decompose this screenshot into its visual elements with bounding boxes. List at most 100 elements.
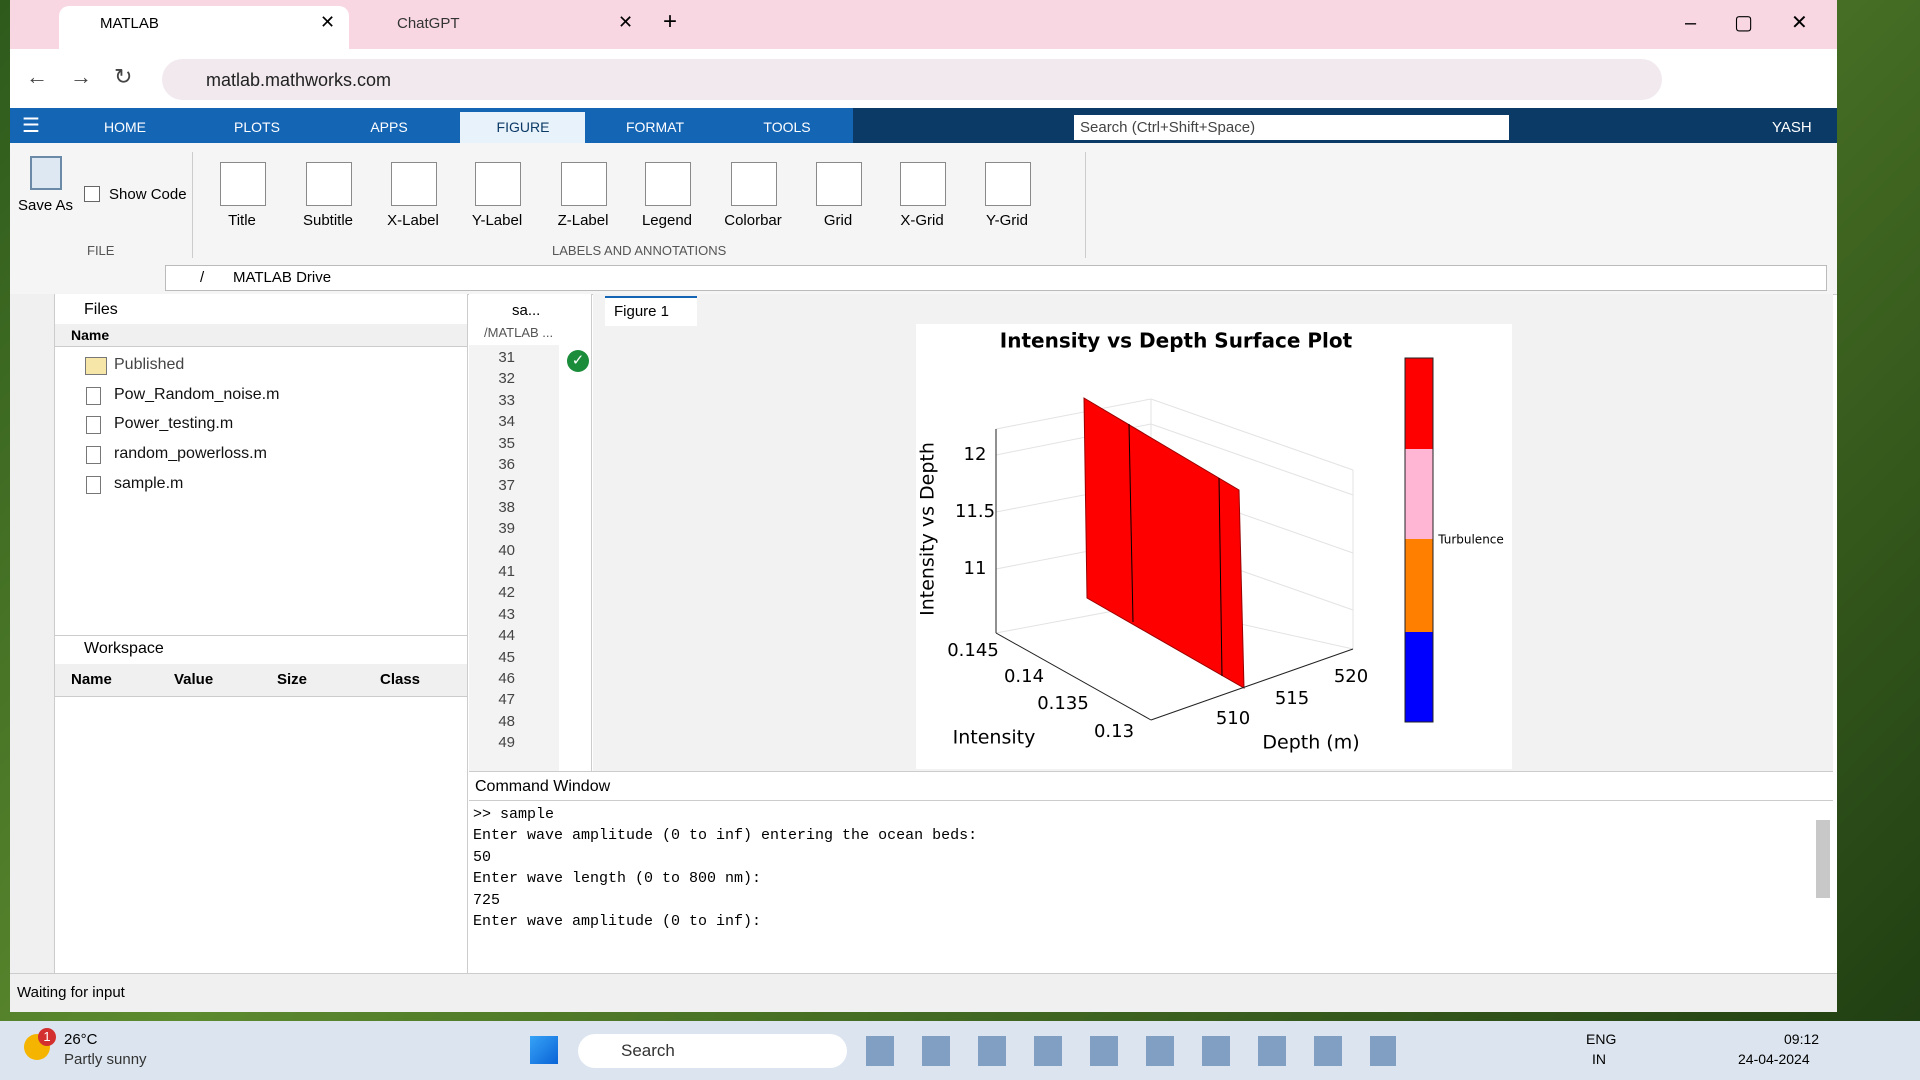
ribbon-button[interactable]: Title [228, 212, 256, 229]
save-icon[interactable] [30, 156, 62, 190]
ribbon-icon[interactable] [475, 162, 521, 206]
toolstrip-tab[interactable]: FIGURE [496, 119, 550, 135]
clock-time[interactable]: 09:12 [1784, 1031, 1820, 1047]
workspace-column[interactable]: Class [380, 671, 421, 688]
file-item[interactable]: Pow_Random_noise.m [114, 385, 280, 403]
file-item[interactable]: Published [114, 356, 185, 373]
path-field[interactable] [165, 265, 1827, 291]
column-header [55, 664, 467, 697]
path-folder[interactable]: MATLAB Drive [233, 269, 332, 286]
status-bar [10, 973, 1837, 1012]
status-text: Waiting for input [17, 984, 125, 1001]
colorbar-segment [1405, 539, 1433, 632]
x-axis-label: Intensity [953, 727, 1036, 749]
ribbon-icon[interactable] [816, 162, 862, 206]
figure-tab-title[interactable]: Figure 1 [614, 303, 670, 320]
address-bar[interactable] [162, 59, 1662, 100]
ribbon-button[interactable]: Grid [823, 212, 853, 229]
file-icon[interactable] [86, 416, 101, 435]
tab-close[interactable]: ✕ [320, 12, 336, 32]
ribbon-icon[interactable] [561, 162, 607, 206]
ribbon-icon[interactable] [306, 162, 352, 206]
workspace-column[interactable]: Size [277, 671, 308, 688]
clock-date[interactable]: 24-04-2024 [1738, 1051, 1810, 1067]
scrollbar[interactable] [1816, 820, 1830, 898]
workspace-column[interactable]: Value [174, 671, 214, 688]
tab-title[interactable]: ChatGPT [397, 15, 460, 32]
ribbon-button[interactable]: Y-Label [471, 212, 523, 229]
toolstrip-tab[interactable]: TOOLS [763, 119, 811, 135]
ribbon-icon[interactable] [391, 162, 437, 206]
checkbox[interactable] [84, 186, 100, 202]
column-header[interactable] [55, 324, 467, 347]
menu-icon[interactable]: ☰ [22, 115, 40, 137]
new-tab[interactable]: + [663, 8, 678, 35]
file-item[interactable]: sample.m [114, 474, 184, 492]
colorbar-label: Turbulence [1437, 533, 1504, 547]
ribbon-button[interactable]: Colorbar [724, 212, 782, 229]
start-button[interactable] [530, 1036, 558, 1064]
ribbon-button[interactable]: Z-Label [557, 212, 609, 229]
file-item[interactable]: Power_testing.m [114, 415, 234, 433]
workspace-column[interactable]: Name [71, 671, 112, 688]
save-as[interactable]: Save As [18, 197, 74, 214]
active-tab[interactable] [460, 112, 585, 143]
search-label[interactable]: Search [621, 1041, 675, 1060]
tab-title[interactable]: MATLAB [100, 15, 159, 32]
line-number: 34 [498, 413, 515, 431]
temperature[interactable]: 26°C [64, 1031, 98, 1048]
ribbon-icon[interactable] [731, 162, 777, 206]
file-item[interactable]: random_powerloss.m [114, 445, 267, 463]
tab-close[interactable]: ✕ [618, 12, 634, 32]
group-label: FILE [87, 243, 115, 258]
region[interactable]: IN [1592, 1051, 1606, 1067]
workspace-header [55, 635, 467, 664]
file-icon[interactable] [86, 386, 101, 405]
z-tick-label: 11.5 [955, 501, 995, 522]
z-axis-label: Intensity vs Depth [917, 442, 939, 616]
ribbon-icon[interactable] [985, 162, 1031, 206]
language[interactable]: ENG [1586, 1031, 1617, 1047]
colorbar-segment [1405, 632, 1433, 722]
path-root[interactable]: / [200, 269, 205, 286]
toolstrip-tab[interactable]: FORMAT [625, 119, 685, 135]
taskbar-apps[interactable] [866, 1036, 1396, 1066]
editor-tab[interactable]: sa... [512, 302, 541, 319]
taskbar-search[interactable] [578, 1034, 847, 1068]
line-number: 41 [498, 563, 515, 580]
file-icon[interactable] [86, 475, 101, 494]
z-tick-label: 12 [964, 444, 987, 465]
ribbon-button[interactable]: Legend [641, 212, 693, 229]
line-number: 49 [498, 734, 515, 752]
line-number: 32 [498, 370, 515, 388]
command-line: 725 [473, 891, 501, 909]
line-number: 39 [498, 520, 515, 538]
ribbon-icon[interactable] [220, 162, 266, 206]
ribbon-icon[interactable] [900, 162, 946, 206]
show-code[interactable]: Show Code [109, 186, 187, 203]
folder-icon[interactable] [85, 357, 107, 375]
tab[interactable] [59, 6, 349, 49]
ribbon-button[interactable]: X-Grid [900, 212, 944, 229]
line-number: 33 [498, 391, 515, 409]
search-box[interactable] [1074, 115, 1509, 140]
weather[interactable]: Partly sunny [64, 1051, 147, 1068]
user-name[interactable]: YASH [1772, 119, 1812, 136]
nav-buttons[interactable]: ←→↻ [26, 64, 155, 89]
url[interactable]: matlab.mathworks.com [206, 70, 392, 90]
window-controls[interactable]: –▢✕ [1685, 12, 1846, 34]
toolstrip-tab[interactable]: PLOTS [234, 119, 280, 135]
name-column[interactable]: Name [71, 327, 110, 343]
file-icon[interactable] [86, 446, 101, 465]
ribbon-button[interactable]: X-Label [387, 212, 439, 229]
panel-title: Files [84, 301, 118, 318]
figure-tab[interactable] [605, 296, 697, 326]
ribbon-icon[interactable] [645, 162, 691, 206]
ribbon-button[interactable]: Y-Grid [986, 212, 1028, 229]
search-placeholder[interactable]: Search (Ctrl+Shift+Space) [1080, 119, 1256, 136]
ribbon-button[interactable]: Subtitle [302, 212, 354, 229]
line-number: 36 [498, 456, 515, 473]
toolstrip-tab[interactable]: APPS [370, 119, 408, 135]
toolstrip-tab[interactable]: HOME [104, 119, 146, 135]
